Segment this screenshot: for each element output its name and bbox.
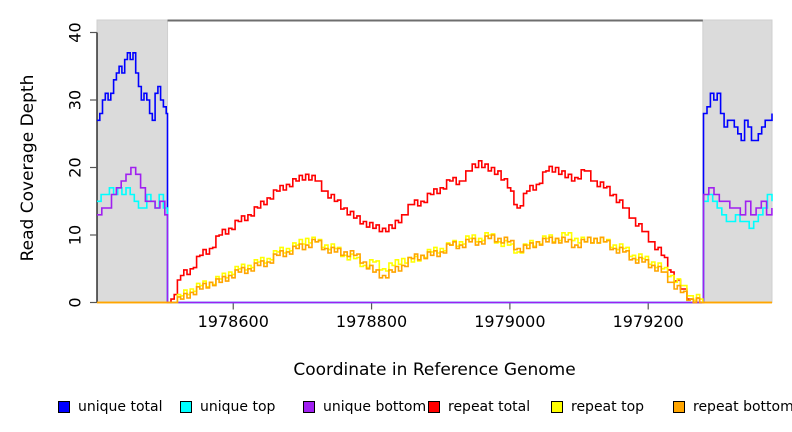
legend-swatch-unique-top bbox=[180, 401, 192, 413]
legend-label: repeat bottom bbox=[693, 399, 792, 415]
legend-swatch-repeat-bottom bbox=[673, 401, 685, 413]
x-tick-label: 1978800 bbox=[336, 312, 407, 331]
x-tick-label: 1978600 bbox=[198, 312, 269, 331]
legend-swatch-repeat-top bbox=[551, 401, 563, 413]
y-tick-label: 20 bbox=[66, 157, 85, 177]
shaded-region-0 bbox=[96, 19, 169, 303]
legend-swatch-unique-bottom bbox=[303, 401, 315, 413]
legend-label: unique bottom bbox=[323, 399, 427, 415]
legend-item-unique-total: unique total bbox=[58, 399, 162, 415]
series-line-repeat-top bbox=[97, 232, 772, 304]
legend-swatch-repeat-total bbox=[428, 401, 440, 413]
series-line-unique-total bbox=[97, 52, 773, 304]
legend-item-repeat-top: repeat top bbox=[551, 399, 644, 415]
y-axis-title: Read Coverage Depth bbox=[18, 74, 38, 262]
legend-item-repeat-bottom: repeat bottom bbox=[673, 399, 792, 415]
series-line-repeat-bottom bbox=[97, 234, 772, 304]
legend-swatch-unique-total bbox=[58, 401, 70, 413]
x-tick-label: 1979200 bbox=[613, 312, 684, 331]
x-axis-title: Coordinate in Reference Genome bbox=[293, 360, 576, 380]
legend-label: repeat total bbox=[448, 399, 531, 415]
legend-label: unique top bbox=[200, 399, 276, 415]
legend-item-repeat-total: repeat total bbox=[428, 399, 530, 415]
legend-label: repeat top bbox=[571, 399, 645, 415]
legend-item-unique-bottom: unique bottom bbox=[303, 399, 426, 415]
y-tick-label: 0 bbox=[66, 297, 85, 307]
legend-item-unique-top: unique top bbox=[180, 399, 275, 415]
series-line-unique-top bbox=[97, 187, 773, 304]
x-tick-label: 1979000 bbox=[474, 312, 545, 331]
legend-label: unique total bbox=[78, 399, 163, 415]
y-tick-label: 10 bbox=[66, 225, 85, 245]
shaded-region-1 bbox=[702, 19, 773, 303]
y-tick-label: 40 bbox=[66, 22, 85, 42]
series-line-unique-bottom bbox=[97, 166, 773, 304]
y-tick-label: 30 bbox=[66, 90, 85, 110]
series-line-repeat-total bbox=[97, 160, 772, 304]
